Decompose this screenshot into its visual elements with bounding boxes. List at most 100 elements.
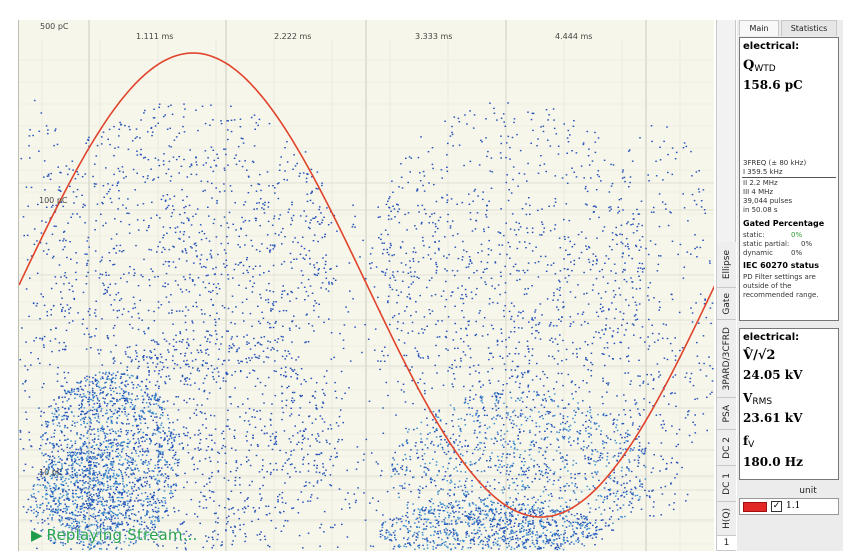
pd-pulse-dot	[175, 434, 178, 436]
pd-pulse-dot	[552, 483, 555, 485]
pd-pulse-dot	[524, 488, 526, 490]
pd-pulse-dot	[633, 447, 635, 449]
pd-pulse-dot	[123, 177, 125, 179]
pd-pulse-dot	[438, 355, 440, 357]
pd-pulse-dot	[500, 117, 503, 119]
pd-pulse-dot	[451, 291, 453, 293]
pd-pulse-dot	[315, 382, 318, 384]
pd-pulse-dot	[48, 508, 50, 510]
pd-pulse-dot	[440, 488, 442, 490]
pd-pulse-dot	[621, 475, 624, 478]
prpd-plot-area[interactable]: 500 pC 100 pC 10 pC 1.111 ms 2.222 ms 3.…	[18, 20, 714, 551]
pd-pulse-dot	[83, 476, 85, 478]
pd-pulse-dot	[88, 381, 91, 383]
pd-pulse-dot	[412, 260, 415, 262]
pd-pulse-dot	[574, 477, 576, 480]
pd-pulse-dot	[486, 267, 488, 270]
pd-pulse-dot	[227, 497, 229, 500]
pd-pulse-dot	[65, 491, 68, 493]
pd-pulse-dot	[79, 419, 82, 421]
pd-pulse-dot	[167, 477, 170, 480]
pd-pulse-dot	[333, 214, 336, 217]
pd-pulse-dot	[621, 466, 623, 469]
pd-pulse-dot	[80, 534, 83, 536]
pd-pulse-dot	[170, 486, 172, 489]
pd-pulse-dot	[33, 484, 36, 486]
pd-pulse-dot	[64, 507, 67, 510]
pd-pulse-dot	[401, 465, 404, 467]
pd-pulse-dot	[123, 503, 125, 506]
pd-pulse-dot	[99, 273, 102, 275]
pd-pulse-dot	[74, 271, 77, 274]
pd-pulse-dot	[519, 442, 522, 444]
pd-pulse-dot	[104, 509, 106, 511]
pd-pulse-dot	[47, 501, 50, 504]
pd-pulse-dot	[396, 302, 398, 304]
pd-pulse-dot	[133, 485, 136, 488]
pd-pulse-dot	[30, 494, 33, 496]
pd-pulse-dot	[394, 216, 396, 218]
pd-pulse-dot	[80, 492, 82, 494]
pd-pulse-dot	[594, 141, 597, 143]
pd-pulse-dot	[168, 160, 171, 163]
pd-pulse-dot	[632, 296, 634, 299]
pd-pulse-dot	[518, 456, 521, 459]
pd-pulse-dot	[519, 538, 521, 540]
pd-pulse-dot	[81, 400, 83, 402]
pd-pulse-dot	[390, 218, 393, 220]
pd-pulse-dot	[106, 464, 108, 466]
pd-pulse-dot	[126, 462, 129, 464]
pd-pulse-dot	[127, 438, 129, 441]
pd-pulse-dot	[153, 528, 155, 531]
pd-pulse-dot	[89, 421, 91, 423]
pd-pulse-dot	[455, 331, 458, 333]
pd-pulse-dot	[148, 371, 150, 373]
pd-pulse-dot	[538, 447, 540, 449]
pd-pulse-dot	[487, 248, 490, 250]
pd-pulse-dot	[137, 478, 139, 480]
pd-pulse-dot	[553, 292, 555, 294]
pd-pulse-dot	[615, 226, 617, 229]
pd-pulse-dot	[156, 343, 159, 345]
pd-pulse-dot	[66, 304, 69, 306]
pd-pulse-dot	[128, 125, 130, 128]
pd-pulse-dot	[590, 352, 593, 354]
pd-pulse-dot	[557, 544, 559, 547]
pd-pulse-dot	[529, 204, 531, 207]
pd-pulse-dot	[153, 429, 156, 431]
pd-pulse-dot	[114, 505, 116, 508]
pd-pulse-dot	[108, 453, 111, 455]
pd-pulse-dot	[524, 517, 527, 519]
pd-pulse-dot	[527, 521, 529, 523]
pd-pulse-dot	[588, 511, 591, 513]
pd-pulse-dot	[383, 242, 385, 244]
pd-pulse-dot	[88, 404, 91, 406]
pd-pulse-dot	[506, 521, 508, 523]
pd-pulse-dot	[120, 548, 123, 550]
pd-pulse-dot	[109, 488, 112, 490]
pd-pulse-dot	[299, 430, 302, 432]
pd-pulse-dot	[299, 172, 301, 175]
pd-pulse-dot	[64, 411, 67, 414]
pd-pulse-dot	[377, 216, 380, 218]
pd-pulse-dot	[91, 523, 93, 526]
pd-pulse-dot	[161, 445, 163, 448]
pd-pulse-dot	[164, 459, 166, 461]
pd-pulse-dot	[67, 531, 69, 533]
pd-pulse-dot	[436, 416, 439, 418]
pd-pulse-dot	[109, 479, 111, 481]
pd-pulse-dot	[116, 534, 119, 536]
pd-pulse-dot	[624, 491, 627, 493]
pd-pulse-dot	[388, 260, 391, 262]
pd-pulse-dot	[590, 421, 592, 423]
pd-pulse-dot	[116, 371, 119, 373]
pd-pulse-dot	[532, 399, 535, 401]
pd-pulse-dot	[51, 459, 53, 461]
pd-pulse-dot	[115, 443, 117, 445]
pd-pulse-dot	[559, 287, 561, 289]
pd-pulse-dot	[215, 165, 218, 167]
pd-pulse-dot	[447, 142, 449, 145]
pd-pulse-dot	[529, 429, 531, 432]
pd-pulse-dot	[587, 344, 589, 346]
pd-pulse-dot	[259, 274, 261, 276]
